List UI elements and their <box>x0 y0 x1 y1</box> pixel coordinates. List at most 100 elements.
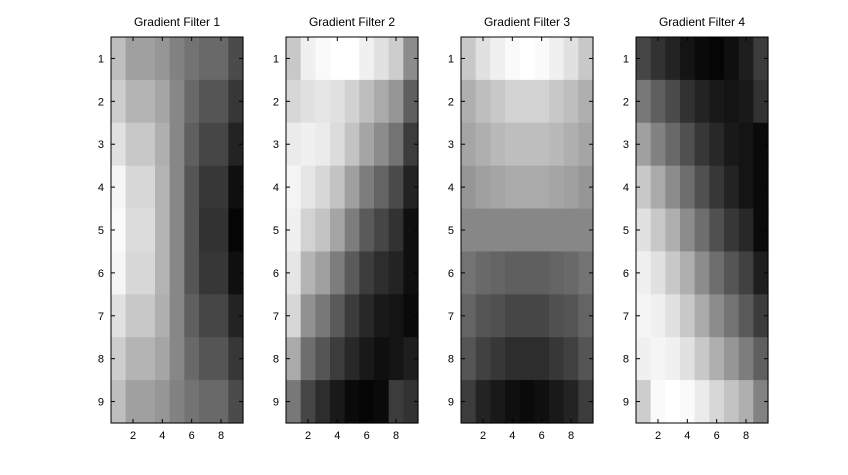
heatmap-cells <box>111 37 244 424</box>
heatmap-cell <box>388 294 404 338</box>
heatmap-cell <box>330 337 346 381</box>
heatmap-cell <box>228 122 244 167</box>
heatmap-cell <box>650 294 666 338</box>
heatmap-cell <box>563 79 579 124</box>
heatmap-cell <box>403 122 419 167</box>
heatmap-cell <box>374 294 390 338</box>
heatmap-cell <box>403 294 419 338</box>
heatmap-cell <box>140 165 156 210</box>
heatmap-cell <box>475 294 491 338</box>
y-tick-label: 7 <box>98 311 104 323</box>
heatmap-cell <box>534 122 550 167</box>
heatmap-cell <box>330 122 346 167</box>
heatmap-cell <box>184 79 200 124</box>
heatmap-cell <box>724 122 740 167</box>
heatmap-cell <box>344 122 360 167</box>
heatmap-cell <box>155 122 171 167</box>
heatmap-cell <box>140 380 156 424</box>
heatmap-cell <box>359 380 375 424</box>
heatmap-cell <box>519 122 535 167</box>
heatmap-cell <box>505 122 521 167</box>
heatmap-cell <box>475 380 491 424</box>
heatmap-cell <box>111 79 127 124</box>
heatmap-cell <box>213 37 229 81</box>
heatmap-cell <box>694 337 710 381</box>
heatmap-cell <box>388 79 404 124</box>
heatmap-panel-3: Gradient Filter 3 2 4 6 8 1 2 3 4 5 6 7 8 9 <box>448 15 594 442</box>
y-tick-label: 9 <box>448 397 454 409</box>
heatmap-cell <box>665 251 681 295</box>
heatmap-cell <box>199 208 215 253</box>
heatmap-cell <box>724 294 740 338</box>
heatmap-cell <box>403 208 419 253</box>
x-tick-label: 4 <box>684 430 690 442</box>
heatmap-cell <box>650 380 666 424</box>
y-tick-label: 9 <box>98 397 104 409</box>
heatmap-cell <box>694 122 710 167</box>
heatmap-cell <box>738 122 754 167</box>
panel-title: Gradient Filter 4 <box>659 15 745 29</box>
heatmap-cell <box>650 208 666 253</box>
heatmap-cell <box>738 380 754 424</box>
heatmap-cell <box>680 122 696 167</box>
heatmap-cell <box>169 380 185 424</box>
heatmap-cell <box>680 165 696 210</box>
heatmap-cell <box>549 251 565 295</box>
heatmap-cell <box>636 122 652 167</box>
heatmap-cells <box>286 37 419 424</box>
y-tick-label: 2 <box>273 96 279 108</box>
heatmap-cell <box>388 337 404 381</box>
y-tick-label: 5 <box>448 225 454 237</box>
heatmap-cell <box>519 208 535 253</box>
heatmap-cell <box>300 37 316 81</box>
heatmap-cell <box>694 208 710 253</box>
heatmap-cell <box>359 251 375 295</box>
heatmap-cell <box>359 79 375 124</box>
heatmap-cell <box>680 37 696 81</box>
heatmap-cell <box>490 251 506 295</box>
heatmap-cell <box>534 79 550 124</box>
heatmap-cell <box>300 79 316 124</box>
heatmap-cell <box>213 165 229 210</box>
y-tick-label: 3 <box>98 139 104 151</box>
heatmap-cell <box>549 337 565 381</box>
heatmap-cell <box>724 251 740 295</box>
heatmap-cell <box>300 251 316 295</box>
heatmap-cell <box>490 122 506 167</box>
heatmap-cell <box>359 294 375 338</box>
heatmap-cell <box>344 165 360 210</box>
y-tick-label: 3 <box>448 139 454 151</box>
heatmap-cell <box>753 251 769 295</box>
heatmap-cell <box>709 37 725 81</box>
heatmap-cell <box>228 79 244 124</box>
heatmap-cell <box>505 380 521 424</box>
heatmap-cell <box>665 37 681 81</box>
heatmap-cell <box>738 337 754 381</box>
heatmap-cell <box>184 165 200 210</box>
heatmap-cell <box>461 37 477 81</box>
heatmap-cell <box>374 337 390 381</box>
heatmap-cell <box>344 251 360 295</box>
heatmap-cell <box>738 37 754 81</box>
panel-title: Gradient Filter 1 <box>134 15 220 29</box>
heatmap-cell <box>563 122 579 167</box>
heatmap-cell <box>475 208 491 253</box>
heatmap-cell <box>578 251 594 295</box>
heatmap-cell <box>636 380 652 424</box>
y-tick-label: 5 <box>98 225 104 237</box>
heatmap-cell <box>563 208 579 253</box>
y-tick-label: 2 <box>98 96 104 108</box>
y-tick-label: 8 <box>273 354 279 366</box>
heatmap-cell <box>636 165 652 210</box>
heatmap-cell <box>359 165 375 210</box>
heatmap-cell <box>169 208 185 253</box>
heatmap-cell <box>578 294 594 338</box>
heatmap-cell <box>286 294 302 338</box>
heatmap-cell <box>724 165 740 210</box>
heatmap-cell <box>286 380 302 424</box>
heatmap-cell <box>709 208 725 253</box>
heatmap-cell <box>461 294 477 338</box>
y-tick-label: 6 <box>623 268 629 280</box>
heatmap-cell <box>228 37 244 81</box>
heatmap-cell <box>286 37 302 81</box>
